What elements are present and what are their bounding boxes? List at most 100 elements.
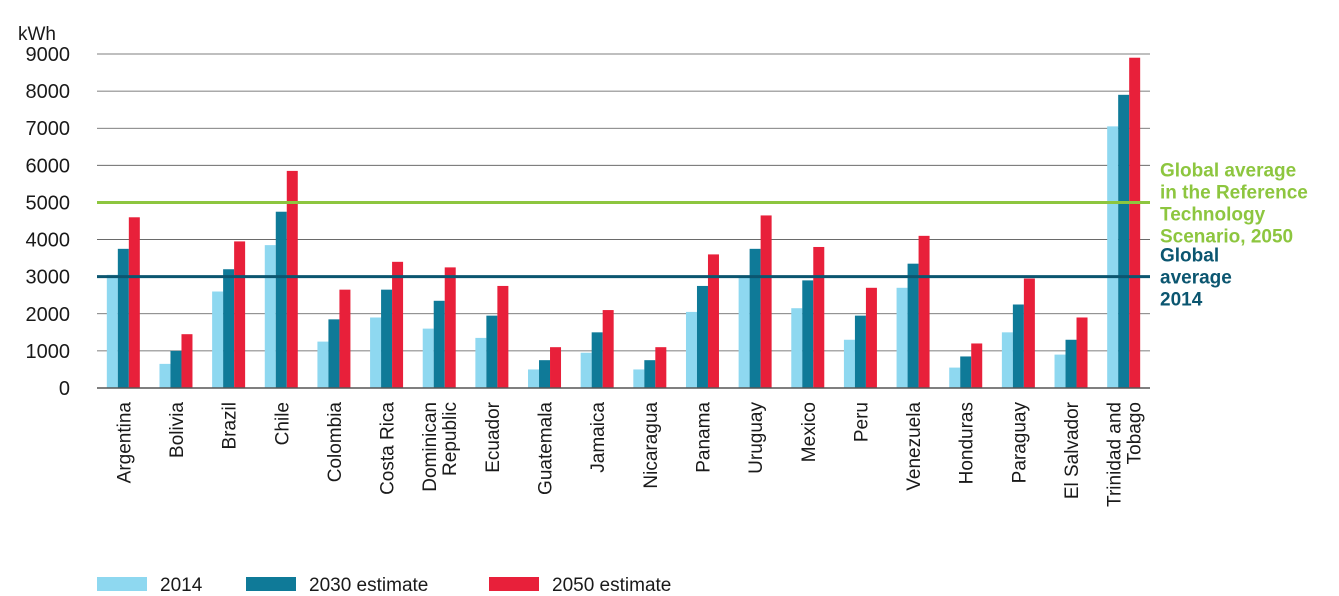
bar-nicaragua-2030-estimate [644, 360, 656, 388]
y-tick-label-0: 0 [59, 378, 70, 400]
bar-chile-2050-estimate [286, 170, 298, 388]
x-label-text: Guatemala [536, 402, 557, 495]
y-tick-label-2000: 2000 [26, 304, 71, 326]
x-label-costa-rica: Costa Rica [378, 402, 399, 495]
bar-argentina-2050-estimate [128, 217, 140, 388]
bar-trinidad-and-tobago-2030-estimate [1118, 94, 1130, 389]
bar-trinidad-and-tobago-2014 [1107, 126, 1119, 388]
x-label-text: Trinidad andTobago [1105, 402, 1146, 507]
legend-label-2050-estimate: 2050 estimate [552, 575, 671, 596]
x-label-el-salvador: El Salvador [1062, 401, 1083, 499]
bar-bolivia-2030-estimate [170, 350, 182, 388]
x-label-jamaica: Jamaica [588, 402, 609, 473]
bar-jamaica-2050-estimate [602, 310, 614, 388]
x-label-colombia: Colombia [325, 402, 346, 483]
reference-label-5000: Global average in the Reference Technology… [1160, 160, 1308, 247]
x-label-peru: Peru [851, 402, 872, 442]
bar-venezuela-2014 [896, 287, 908, 388]
x-label-dominican-republic: DominicanRepublic [420, 402, 461, 492]
bar-chile-2030-estimate [275, 211, 287, 388]
x-label-text: Panama [693, 402, 714, 473]
bar-uruguay-2030-estimate [749, 248, 761, 388]
x-label-guatemala: Guatemala [536, 402, 557, 495]
y-tick-label-1000: 1000 [26, 341, 71, 363]
legend: 2014 2030 estimate 2050 estimate [97, 575, 671, 596]
bar-chile-2014 [264, 245, 276, 388]
y-tick-label-3000: 3000 [26, 267, 71, 289]
legend-label-2030-estimate: 2030 estimate [309, 575, 428, 596]
bar-paraguay-2014 [1001, 332, 1013, 388]
bar-jamaica-2014 [580, 352, 592, 388]
bar-brazil-2030-estimate [223, 269, 235, 388]
x-label-text: Argentina [114, 402, 135, 484]
reference-lines: Global average in the Reference Technology… [97, 160, 1308, 311]
bar-panama-2030-estimate [696, 285, 708, 388]
bar-mexico-2030-estimate [802, 280, 814, 388]
x-label-text: DominicanRepublic [420, 402, 461, 492]
x-label-text: Peru [851, 402, 872, 442]
x-axis-category-labels: Argentina Bolivia Brazil Chile Colombia Costa… [114, 401, 1145, 507]
x-label-venezuela: Venezuela [904, 402, 925, 491]
bar-dominican-republic-2030-estimate [433, 300, 445, 388]
bar-costa-rica-2030-estimate [381, 289, 393, 388]
x-label-bolivia: Bolivia [167, 402, 188, 458]
x-label-honduras: Honduras [957, 402, 978, 484]
bar-colombia-2014 [317, 341, 329, 388]
bar-guatemala-2050-estimate [550, 347, 562, 388]
bar-series [106, 57, 1141, 389]
x-label-uruguay: Uruguay [746, 402, 767, 474]
bar-el-salvador-2030-estimate [1065, 339, 1077, 388]
y-tick-label-5000: 5000 [26, 192, 71, 214]
y-axis-unit-label: kWh [18, 24, 56, 45]
bar-mexico-2050-estimate [813, 246, 825, 388]
x-label-text: Brazil [220, 402, 241, 450]
bar-peru-2030-estimate [854, 315, 866, 388]
bar-paraguay-2050-estimate [1023, 278, 1035, 388]
x-label-chile: Chile [272, 402, 293, 445]
x-label-text: Venezuela [904, 402, 925, 491]
bar-honduras-2030-estimate [960, 356, 972, 388]
legend-swatch-2030-estimate [246, 577, 296, 591]
bar-venezuela-2030-estimate [907, 263, 919, 388]
legend-swatch-2014 [97, 577, 147, 591]
bar-uruguay-2050-estimate [760, 215, 772, 388]
bar-nicaragua-2050-estimate [655, 347, 667, 388]
y-tick-label-4000: 4000 [26, 230, 71, 252]
legend-label-2014: 2014 [160, 575, 203, 596]
y-tick-label-8000: 8000 [26, 81, 71, 103]
y-axis-ticks: 0 1000 2000 3000 4000 5000 6000 7000 8000 9000 [26, 44, 71, 400]
bar-honduras-2050-estimate [971, 343, 983, 388]
bar-venezuela-2050-estimate [918, 235, 930, 388]
x-label-panama: Panama [693, 402, 714, 473]
x-label-text: Ecuador [483, 401, 504, 472]
legend-swatch-2050-estimate [489, 577, 539, 591]
x-label-mexico: Mexico [799, 402, 820, 462]
bar-brazil-2050-estimate [234, 241, 246, 388]
x-label-text: Costa Rica [378, 402, 399, 495]
x-label-text: Jamaica [588, 402, 609, 473]
bar-dominican-republic-2014 [422, 328, 434, 388]
bar-ecuador-2030-estimate [486, 315, 498, 388]
bar-uruguay-2014 [738, 276, 750, 388]
x-label-text: Colombia [325, 402, 346, 483]
bar-peru-2050-estimate [865, 287, 877, 388]
bar-panama-2014 [685, 311, 697, 388]
reference-label-3000: Global average 2014 [1160, 246, 1232, 311]
bar-nicaragua-2014 [633, 369, 645, 388]
bar-guatemala-2014 [528, 369, 540, 388]
bar-argentina-2014 [106, 274, 118, 388]
bar-colombia-2030-estimate [328, 319, 340, 388]
bar-bolivia-2050-estimate [181, 334, 193, 388]
x-label-text: Chile [272, 402, 293, 445]
bar-brazil-2014 [212, 291, 224, 388]
x-label-nicaragua: Nicaragua [641, 402, 662, 489]
x-label-text: Honduras [957, 402, 978, 484]
x-label-argentina: Argentina [114, 402, 135, 484]
x-label-text: Paraguay [1009, 402, 1030, 484]
bar-ecuador-2050-estimate [497, 285, 509, 388]
x-label-paraguay: Paraguay [1009, 402, 1030, 484]
x-label-ecuador: Ecuador [483, 401, 504, 472]
x-label-trinidad-and-tobago: Trinidad andTobago [1105, 402, 1146, 507]
x-label-text: El Salvador [1062, 401, 1083, 499]
bar-trinidad-and-tobago-2050-estimate [1129, 57, 1141, 388]
